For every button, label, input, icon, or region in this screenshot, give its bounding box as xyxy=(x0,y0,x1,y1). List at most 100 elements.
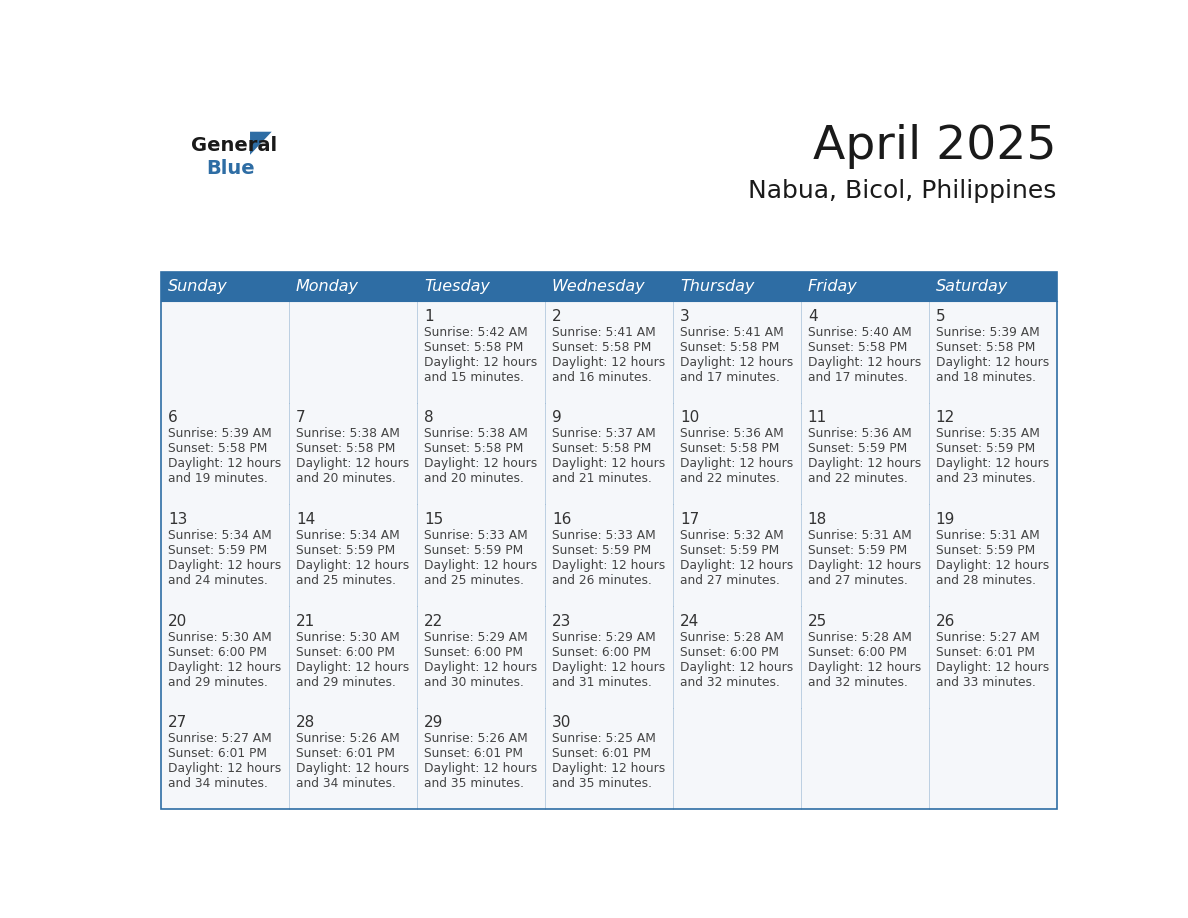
Bar xyxy=(160,708,289,810)
Bar xyxy=(160,272,289,301)
Text: Sunset: 6:00 PM: Sunset: 6:00 PM xyxy=(552,645,651,659)
Text: 12: 12 xyxy=(936,410,955,425)
Text: and 25 minutes.: and 25 minutes. xyxy=(424,574,524,588)
Text: Daylight: 12 hours: Daylight: 12 hours xyxy=(680,661,794,674)
Text: 13: 13 xyxy=(168,512,188,527)
Bar xyxy=(929,504,1057,606)
Polygon shape xyxy=(249,131,272,155)
Text: Sunset: 5:59 PM: Sunset: 5:59 PM xyxy=(936,442,1035,455)
Text: Sunrise: 5:33 AM: Sunrise: 5:33 AM xyxy=(552,529,656,542)
Text: Daylight: 12 hours: Daylight: 12 hours xyxy=(552,457,665,470)
Text: Sunset: 6:00 PM: Sunset: 6:00 PM xyxy=(296,645,394,659)
Bar xyxy=(160,606,289,708)
Text: 26: 26 xyxy=(936,614,955,629)
Text: Sunrise: 5:35 AM: Sunrise: 5:35 AM xyxy=(936,428,1040,441)
Text: Sunrise: 5:31 AM: Sunrise: 5:31 AM xyxy=(808,529,911,542)
Text: Sunrise: 5:31 AM: Sunrise: 5:31 AM xyxy=(936,529,1040,542)
Text: and 20 minutes.: and 20 minutes. xyxy=(296,473,396,486)
Text: Sunset: 5:58 PM: Sunset: 5:58 PM xyxy=(936,341,1035,353)
Text: 1: 1 xyxy=(424,308,434,324)
Text: 15: 15 xyxy=(424,512,443,527)
Text: Daylight: 12 hours: Daylight: 12 hours xyxy=(296,457,409,470)
Bar xyxy=(160,272,1057,274)
Bar xyxy=(417,708,545,810)
Text: and 20 minutes.: and 20 minutes. xyxy=(424,473,524,486)
Bar xyxy=(545,272,672,301)
Bar xyxy=(929,403,1057,504)
Text: Saturday: Saturday xyxy=(936,279,1009,294)
Text: Nabua, Bicol, Philippines: Nabua, Bicol, Philippines xyxy=(748,179,1057,204)
Text: 3: 3 xyxy=(680,308,689,324)
Bar xyxy=(801,708,929,810)
Text: Daylight: 12 hours: Daylight: 12 hours xyxy=(424,559,537,572)
Bar xyxy=(929,606,1057,708)
Text: and 25 minutes.: and 25 minutes. xyxy=(296,574,396,588)
Text: Daylight: 12 hours: Daylight: 12 hours xyxy=(808,559,921,572)
Bar xyxy=(672,403,801,504)
Text: Sunrise: 5:27 AM: Sunrise: 5:27 AM xyxy=(168,733,272,745)
Text: Sunrise: 5:39 AM: Sunrise: 5:39 AM xyxy=(168,428,272,441)
Text: 8: 8 xyxy=(424,410,434,425)
Text: Sunset: 5:58 PM: Sunset: 5:58 PM xyxy=(424,442,523,455)
Bar xyxy=(801,403,929,504)
Text: 2: 2 xyxy=(552,308,562,324)
Bar xyxy=(672,272,801,301)
Text: and 30 minutes.: and 30 minutes. xyxy=(424,676,524,688)
Bar xyxy=(160,606,1057,608)
Text: Daylight: 12 hours: Daylight: 12 hours xyxy=(424,356,537,369)
Text: Daylight: 12 hours: Daylight: 12 hours xyxy=(808,661,921,674)
Text: and 27 minutes.: and 27 minutes. xyxy=(808,574,908,588)
Text: and 28 minutes.: and 28 minutes. xyxy=(936,574,1036,588)
Text: and 18 minutes.: and 18 minutes. xyxy=(936,371,1036,384)
Text: Daylight: 12 hours: Daylight: 12 hours xyxy=(296,559,409,572)
Text: Daylight: 12 hours: Daylight: 12 hours xyxy=(680,457,794,470)
Bar xyxy=(801,504,929,606)
Bar xyxy=(160,272,1057,810)
Bar xyxy=(160,504,289,606)
Text: 21: 21 xyxy=(296,614,315,629)
Text: Sunset: 5:58 PM: Sunset: 5:58 PM xyxy=(424,341,523,353)
Text: Sunset: 6:00 PM: Sunset: 6:00 PM xyxy=(168,645,267,659)
Text: Sunset: 5:58 PM: Sunset: 5:58 PM xyxy=(808,341,908,353)
Bar xyxy=(289,504,417,606)
Text: Sunrise: 5:34 AM: Sunrise: 5:34 AM xyxy=(296,529,399,542)
Text: Sunrise: 5:27 AM: Sunrise: 5:27 AM xyxy=(936,631,1040,644)
Text: Sunrise: 5:29 AM: Sunrise: 5:29 AM xyxy=(424,631,527,644)
Text: and 24 minutes.: and 24 minutes. xyxy=(168,574,267,588)
Text: Daylight: 12 hours: Daylight: 12 hours xyxy=(808,457,921,470)
Text: and 29 minutes.: and 29 minutes. xyxy=(168,676,267,688)
Text: and 15 minutes.: and 15 minutes. xyxy=(424,371,524,384)
Text: Sunset: 6:01 PM: Sunset: 6:01 PM xyxy=(936,645,1035,659)
Text: and 26 minutes.: and 26 minutes. xyxy=(552,574,652,588)
Text: 28: 28 xyxy=(296,715,315,731)
Bar xyxy=(160,504,1057,506)
Text: Sunrise: 5:36 AM: Sunrise: 5:36 AM xyxy=(680,428,784,441)
Text: and 32 minutes.: and 32 minutes. xyxy=(808,676,908,688)
Text: 5: 5 xyxy=(936,308,946,324)
Text: 16: 16 xyxy=(552,512,571,527)
Text: and 17 minutes.: and 17 minutes. xyxy=(808,371,908,384)
Text: Daylight: 12 hours: Daylight: 12 hours xyxy=(552,762,665,776)
Text: Sunset: 5:59 PM: Sunset: 5:59 PM xyxy=(936,544,1035,557)
Text: Sunset: 5:59 PM: Sunset: 5:59 PM xyxy=(296,544,396,557)
Text: Sunset: 6:01 PM: Sunset: 6:01 PM xyxy=(552,747,651,760)
Text: 10: 10 xyxy=(680,410,699,425)
Text: Daylight: 12 hours: Daylight: 12 hours xyxy=(808,356,921,369)
Text: Sunrise: 5:41 AM: Sunrise: 5:41 AM xyxy=(680,326,784,339)
Text: Sunset: 5:59 PM: Sunset: 5:59 PM xyxy=(808,544,908,557)
Text: and 34 minutes.: and 34 minutes. xyxy=(168,778,267,790)
Text: 23: 23 xyxy=(552,614,571,629)
Text: 18: 18 xyxy=(808,512,827,527)
Bar xyxy=(545,504,672,606)
Text: Sunrise: 5:33 AM: Sunrise: 5:33 AM xyxy=(424,529,527,542)
Text: Sunrise: 5:30 AM: Sunrise: 5:30 AM xyxy=(168,631,272,644)
Bar xyxy=(289,403,417,504)
Text: Sunset: 6:00 PM: Sunset: 6:00 PM xyxy=(680,645,779,659)
Text: 22: 22 xyxy=(424,614,443,629)
Text: Sunrise: 5:29 AM: Sunrise: 5:29 AM xyxy=(552,631,656,644)
Bar xyxy=(545,708,672,810)
Text: Daylight: 12 hours: Daylight: 12 hours xyxy=(936,559,1049,572)
Text: Sunrise: 5:28 AM: Sunrise: 5:28 AM xyxy=(680,631,784,644)
Text: and 21 minutes.: and 21 minutes. xyxy=(552,473,652,486)
Bar xyxy=(160,403,1057,404)
